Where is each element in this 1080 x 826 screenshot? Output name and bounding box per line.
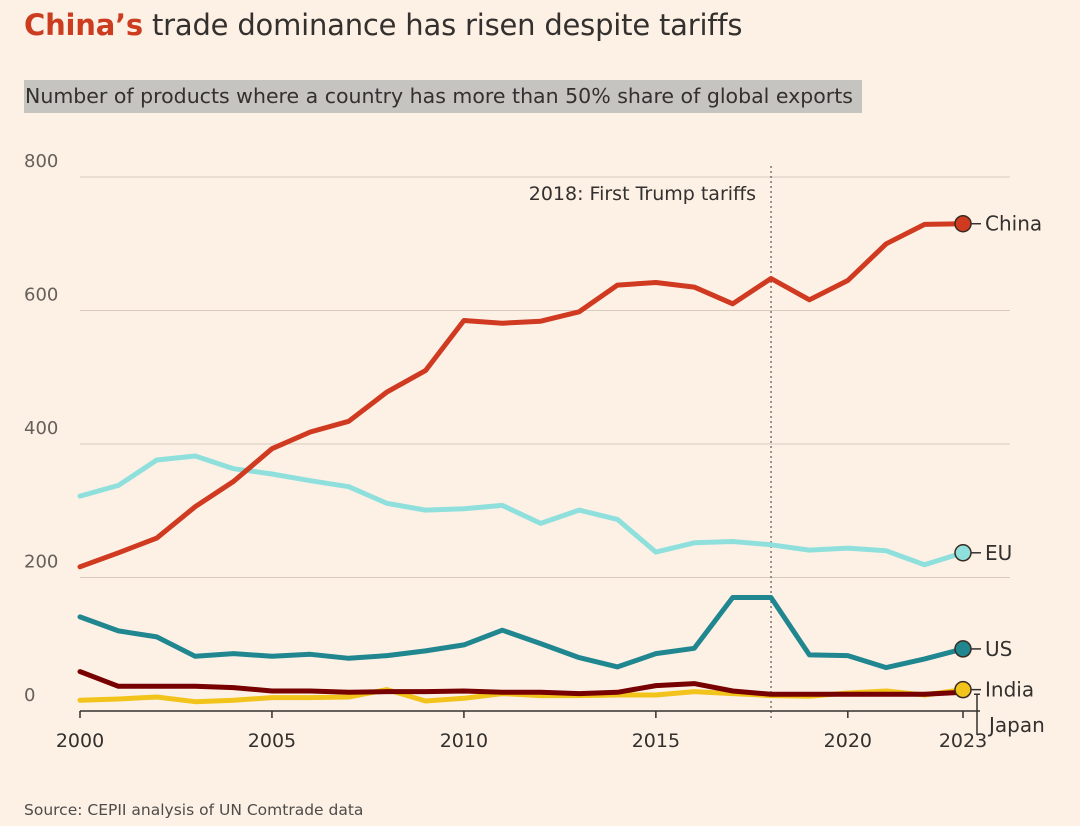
y-tick-label-600: 600 xyxy=(24,285,58,306)
x-tick-label-2020: 2020 xyxy=(824,730,872,752)
series-line-us xyxy=(77,595,966,671)
y-tick-label-0: 0 xyxy=(24,685,35,706)
series-line-japan xyxy=(77,669,966,697)
annotation-layer: 2018: First Trump tariffs xyxy=(529,166,772,719)
end-marker-china xyxy=(954,214,972,233)
label-leader-japan xyxy=(974,693,980,735)
end-marker-eu xyxy=(954,544,972,562)
y-tick-label-800: 800 xyxy=(24,151,58,172)
chart-title-highlight: China’s xyxy=(24,8,143,42)
series-line-eu xyxy=(77,453,966,568)
chart-title-rest: trade dominance has risen despite tariff… xyxy=(142,8,743,42)
end-marker-us xyxy=(954,640,972,658)
y-tick-label-400: 400 xyxy=(24,418,58,439)
series-label-japan: Japan xyxy=(987,713,1045,737)
x-tick-label-2005: 2005 xyxy=(248,730,296,752)
series-label-china: China xyxy=(985,212,1042,236)
source-note: Source: CEPII analysis of UN Comtrade da… xyxy=(24,801,364,819)
x-tick-label-2015: 2015 xyxy=(632,730,680,752)
x-axis: 2000 2005 2010 2015 2020 2023 xyxy=(56,710,987,752)
end-marker-india xyxy=(954,680,972,699)
series-label-eu: EU xyxy=(985,541,1012,565)
series-label-india: India xyxy=(985,678,1034,702)
x-tick-label-2000: 2000 xyxy=(56,730,104,752)
annotation-label: 2018: First Trump tariffs xyxy=(529,183,756,205)
series-line-china xyxy=(77,221,966,570)
series-end-markers xyxy=(954,214,972,699)
y-tick-label-200: 200 xyxy=(24,552,58,573)
chart-subtitle: Number of products where a country has m… xyxy=(24,80,862,113)
x-tick-label-2010: 2010 xyxy=(440,730,488,752)
x-tick-label-2023: 2023 xyxy=(939,730,987,752)
series-label-us: US xyxy=(985,637,1012,661)
gridlines: 0 200 400 600 800 xyxy=(24,151,1010,706)
series-lines xyxy=(77,221,966,705)
chart-title: China’s trade dominance has risen despit… xyxy=(24,8,742,42)
series-labels: China EU US Japan India xyxy=(971,212,1045,737)
